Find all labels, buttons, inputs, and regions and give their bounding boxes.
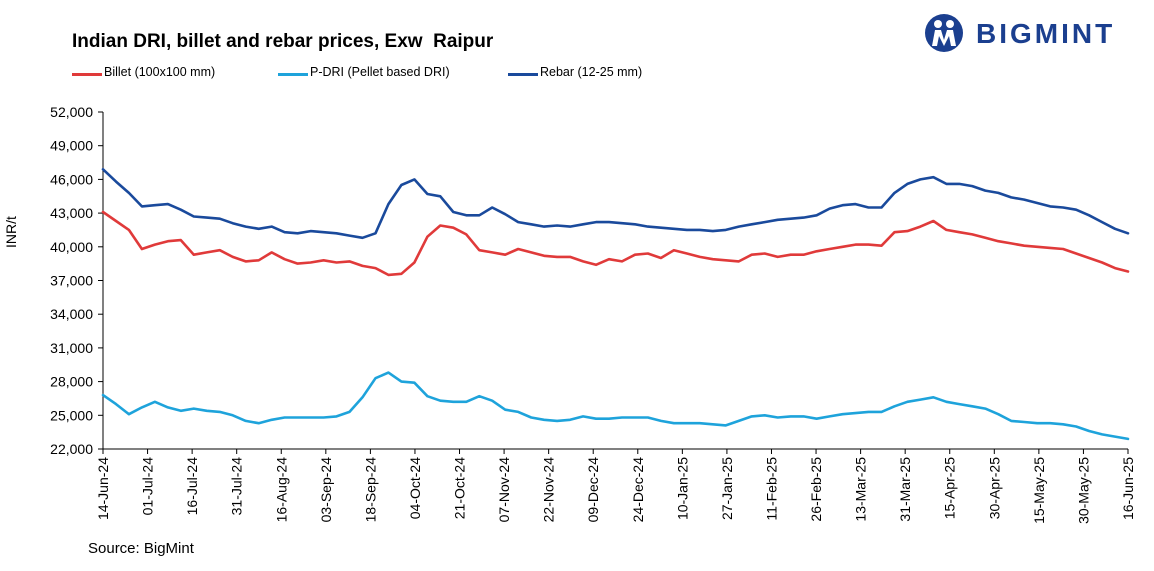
series-line-rebar [101, 168, 1130, 240]
x-tick-label: 10-Jan-25 [674, 457, 690, 520]
x-tick-label: 16-Jul-24 [184, 457, 200, 516]
x-tick-label: 22-Nov-24 [541, 457, 557, 523]
x-tick-label: 11-Feb-25 [763, 457, 779, 521]
legend: Billet (100x100 mm) P-DRI (Pellet based … [0, 64, 1154, 84]
y-tick-label: 34,000 [50, 306, 93, 322]
x-tick-label: 24-Dec-24 [630, 457, 646, 523]
bigmint-logo: BIGMINT [922, 12, 1142, 54]
y-tick-label: 28,000 [50, 374, 93, 390]
y-tick-label: 46,000 [50, 171, 93, 187]
x-tick-label: 15-May-25 [1031, 457, 1047, 524]
legend-label-billet: Billet (100x100 mm) [104, 65, 216, 79]
x-tick-label: 03-Sep-24 [318, 457, 334, 523]
x-tick-label: 30-May-25 [1075, 457, 1091, 524]
legend-swatch-pdri [278, 73, 308, 76]
x-tick-label: 09-Dec-24 [585, 457, 601, 523]
x-tick-label: 04-Oct-24 [407, 457, 423, 519]
x-tick-label: 15-Apr-25 [942, 457, 958, 519]
x-tick-label: 26-Feb-25 [808, 457, 824, 522]
series-line-billet [101, 210, 1130, 277]
bigmint-logo-icon [925, 14, 963, 52]
legend-label-rebar: Rebar (12-25 mm) [540, 65, 643, 79]
x-tick-label: 16-Aug-24 [273, 457, 289, 523]
x-tick-label: 16-Jun-25 [1120, 457, 1136, 520]
chart-title: Indian DRI, billet and rebar prices, Exw… [72, 31, 494, 52]
x-tick-label: 14-Jun-24 [95, 457, 111, 520]
legend-swatch-billet [72, 73, 102, 76]
x-tick-label: 31-Mar-25 [897, 457, 913, 522]
x-tick-label: 07-Nov-24 [496, 457, 512, 523]
x-tick-label: 21-Oct-24 [452, 457, 468, 519]
logo-text: BIGMINT [976, 18, 1116, 49]
x-tick-label: 27-Jan-25 [719, 457, 735, 520]
x-tick-label: 18-Sep-24 [362, 457, 378, 523]
y-tick-label: 40,000 [50, 239, 93, 255]
y-tick-label: 43,000 [50, 205, 93, 221]
x-tick-label: 13-Mar-25 [853, 457, 869, 522]
y-tick-label: 37,000 [50, 273, 93, 289]
x-tick-label: 01-Jul-24 [140, 457, 156, 516]
x-tick-label: 30-Apr-25 [986, 457, 1002, 519]
x-tick-label: 31-Jul-24 [229, 457, 245, 516]
series-lines [101, 168, 1130, 441]
y-tick-label: 31,000 [50, 340, 93, 356]
legend-label-pdri: P-DRI (Pellet based DRI) [310, 65, 450, 79]
y-tick-label: 52,000 [50, 104, 93, 120]
y-tick-label: 22,000 [50, 441, 93, 457]
source-note: Source: BigMint [88, 540, 194, 557]
legend-swatch-rebar [508, 73, 538, 76]
y-tick-label: 25,000 [50, 407, 93, 423]
series-line-pdri [101, 371, 1130, 441]
y-tick-label: 49,000 [50, 138, 93, 154]
axes: 22,000 25,000 28,000 31,000 34,000 37,000 40,0… [50, 104, 1136, 524]
